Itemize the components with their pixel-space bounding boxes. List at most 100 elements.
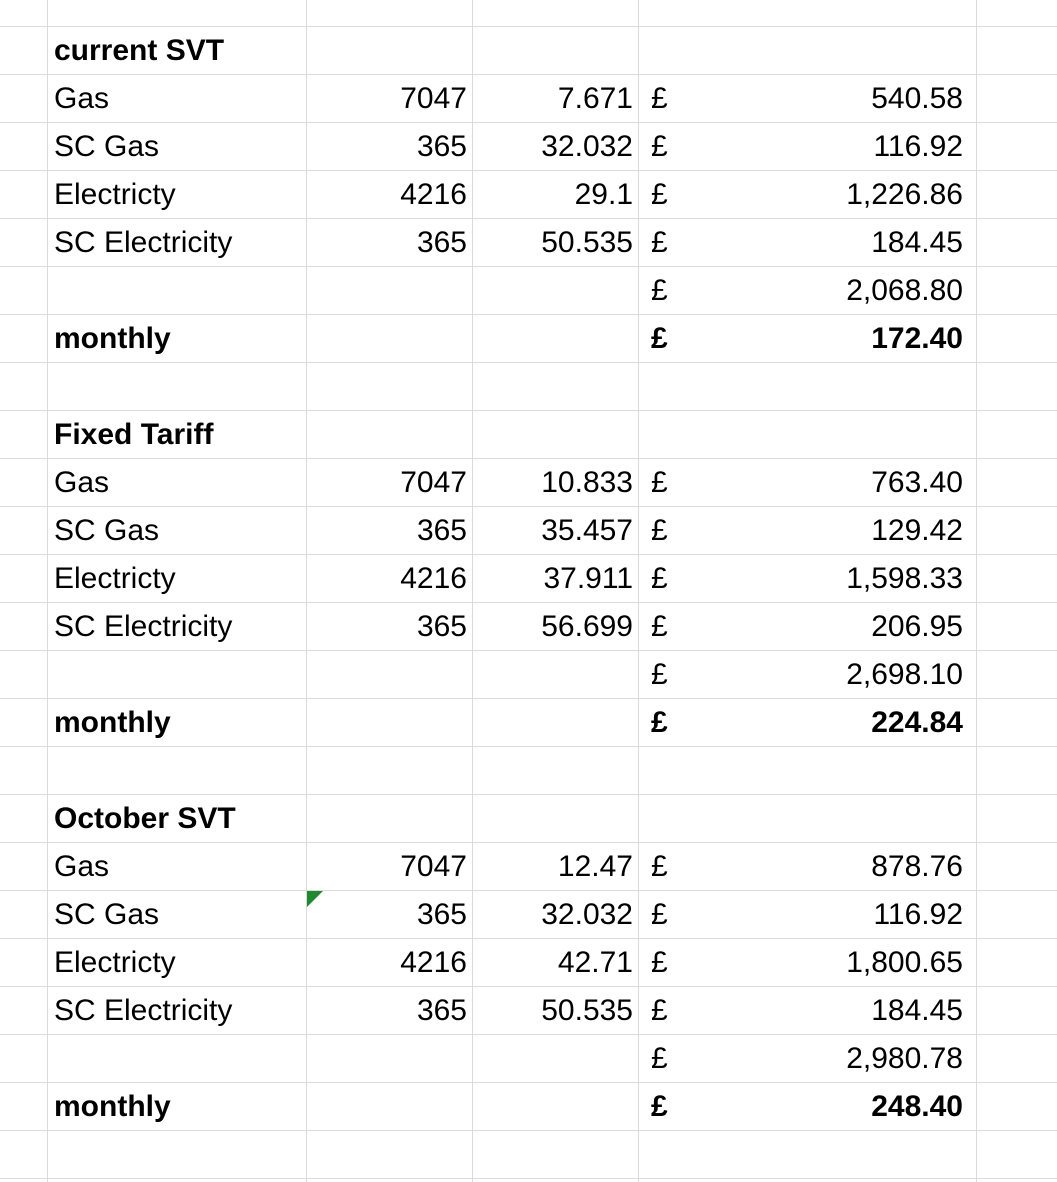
quantity-cell[interactable]: 4216 [400,562,467,595]
row-gridline [0,218,1057,219]
rate-cell[interactable]: 56.699 [541,610,633,643]
row-gridline [0,458,1057,459]
row-gridline [0,1082,1057,1083]
currency-cell[interactable]: £ [651,898,668,931]
amount-cell[interactable]: 1,800.65 [846,946,963,979]
item-label[interactable]: SC Electricity [54,610,233,643]
quantity-cell[interactable]: 365 [416,226,467,259]
quantity-cell[interactable]: 4216 [400,178,467,211]
section-title[interactable]: current SVT [54,34,225,67]
rate-cell[interactable]: 32.032 [541,130,633,163]
amount-cell[interactable]: 878.76 [871,850,963,883]
monthly-amount-cell[interactable]: 224.84 [871,706,963,739]
amount-cell[interactable]: 206.95 [871,610,963,643]
monthly-label[interactable]: monthly [54,706,171,739]
item-label[interactable]: Gas [54,82,110,115]
row-gridline [0,506,1057,507]
monthly-label[interactable]: monthly [54,322,171,355]
monthly-amount-cell[interactable]: 248.40 [871,1090,963,1123]
quantity-cell[interactable]: 7047 [400,466,467,499]
currency-cell[interactable]: £ [651,466,668,499]
monthly-label[interactable]: monthly [54,1090,171,1123]
total-currency-cell[interactable]: £ [651,1042,668,1075]
table-row: SC Gas 365 32.032 £116.92 [0,891,1057,939]
quantity-cell[interactable]: 365 [416,130,467,163]
rate-cell[interactable]: 10.833 [541,466,633,499]
row-gridline [0,266,1057,267]
section-title[interactable]: October SVT [54,802,236,835]
row-gridline [0,362,1057,363]
total-currency-cell[interactable]: £ [651,274,668,307]
row-gridline [0,938,1057,939]
currency-cell[interactable]: £ [651,514,668,547]
amount-cell[interactable]: 540.58 [871,82,963,115]
total-currency-cell[interactable]: £ [651,658,668,691]
currency-cell[interactable]: £ [651,178,668,211]
total-amount-cell[interactable]: 2,980.78 [846,1042,963,1075]
rate-cell[interactable]: 42.71 [557,946,633,979]
item-label[interactable]: SC Electricity [54,994,233,1027]
section-title[interactable]: Fixed Tariff [54,418,214,451]
total-amount-cell[interactable]: 2,698.10 [846,658,963,691]
item-label[interactable]: Electricty [54,946,176,979]
item-label[interactable]: Gas [54,466,110,499]
row-gridline [0,1034,1057,1035]
rate-cell[interactable]: 35.457 [541,514,633,547]
currency-cell[interactable]: £ [651,226,668,259]
item-label[interactable]: Electricty [54,562,176,595]
item-label[interactable]: SC Gas [54,898,160,931]
item-label[interactable]: SC Gas [54,514,160,547]
amount-cell[interactable]: 763.40 [871,466,963,499]
amount-cell[interactable]: 129.42 [871,514,963,547]
currency-cell[interactable]: £ [651,994,668,1027]
item-label[interactable]: SC Gas [54,130,160,163]
monthly-amount-cell[interactable]: 172.40 [871,322,963,355]
row-gridline [0,890,1057,891]
comment-indicator-icon[interactable] [307,891,323,907]
monthly-currency-cell[interactable]: £ [651,1090,668,1123]
rate-cell[interactable]: 29.1 [574,178,633,211]
table-row: SC Gas 365 32.032 £116.92 [0,123,1057,171]
amount-cell[interactable]: 1,226.86 [846,178,963,211]
rate-cell[interactable]: 37.911 [543,562,633,595]
rate-cell[interactable]: 50.535 [541,226,633,259]
row-gridline [0,122,1057,123]
currency-cell[interactable]: £ [651,946,668,979]
table-row: SC Electricity 365 56.699 £206.95 [0,603,1057,651]
rate-cell[interactable]: 7.671 [557,82,633,115]
rate-cell[interactable]: 12.47 [557,850,633,883]
quantity-cell[interactable]: 7047 [400,850,467,883]
amount-cell[interactable]: 184.45 [871,226,963,259]
amount-cell[interactable]: 116.92 [873,898,963,931]
row-gridline [0,842,1057,843]
amount-cell[interactable]: 116.92 [873,130,963,163]
amount-cell[interactable]: 184.45 [871,994,963,1027]
total-amount-cell[interactable]: 2,068.80 [846,274,963,307]
monthly-currency-cell[interactable]: £ [651,706,668,739]
table-row: Gas 7047 12.47 £878.76 [0,843,1057,891]
table-row: Electricty 4216 29.1 £1,226.86 [0,171,1057,219]
amount-cell[interactable]: 1,598.33 [846,562,963,595]
item-label[interactable]: Gas [54,850,110,883]
currency-cell[interactable]: £ [651,562,668,595]
table-row: Gas 7047 7.671 £540.58 [0,75,1057,123]
quantity-cell[interactable]: 365 [416,610,467,643]
rate-cell[interactable]: 32.032 [541,898,633,931]
quantity-cell[interactable]: 365 [416,514,467,547]
item-label[interactable]: SC Electricity [54,226,233,259]
monthly-currency-cell[interactable]: £ [651,322,668,355]
currency-cell[interactable]: £ [651,82,668,115]
table-row: SC Gas 365 35.457 £129.42 [0,507,1057,555]
row-gridline [0,410,1057,411]
row-gridline [0,170,1057,171]
currency-cell[interactable]: £ [651,850,668,883]
quantity-cell[interactable]: 7047 [400,82,467,115]
item-label[interactable]: Electricty [54,178,176,211]
quantity-cell[interactable]: 4216 [400,946,467,979]
quantity-cell[interactable]: 365 [416,994,467,1027]
rate-cell[interactable]: 50.535 [541,994,633,1027]
currency-cell[interactable]: £ [651,130,668,163]
quantity-cell[interactable]: 365 [416,898,467,931]
currency-cell[interactable]: £ [651,610,668,643]
